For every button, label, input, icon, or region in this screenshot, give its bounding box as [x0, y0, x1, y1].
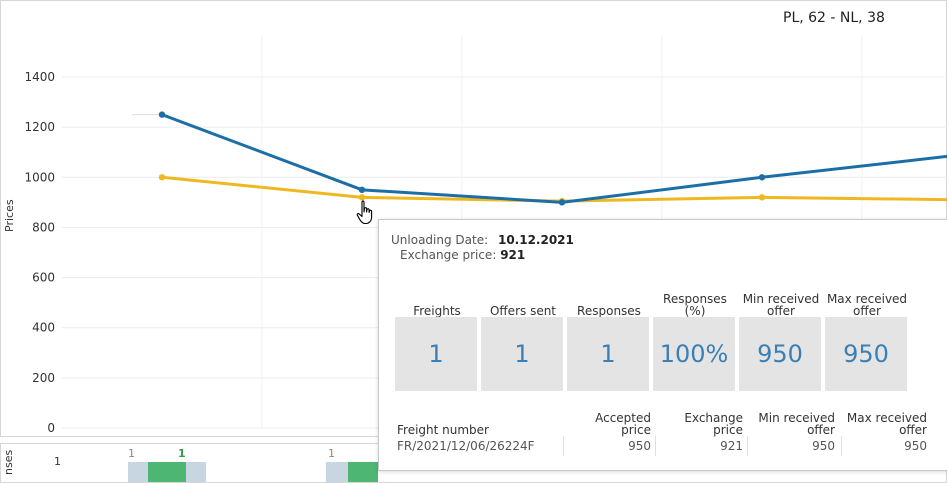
stat-head-responses-pct: Responses (%)	[663, 292, 727, 318]
y-tick-label: 1000	[24, 170, 55, 184]
stat-head-freights: Freights	[413, 304, 461, 318]
route-label: PL, 62 - NL, 38	[783, 10, 885, 26]
data-point[interactable]	[158, 111, 166, 118]
exchange-price-cell: 921	[720, 439, 743, 453]
y-tick-label: 0	[47, 421, 55, 435]
point-tooltip: Unloading Date: 10.12.2021 Exchange pric…	[378, 219, 947, 471]
unloading-date-row: Unloading Date: 10.12.2021	[391, 233, 574, 247]
data-point[interactable]	[358, 186, 366, 194]
stat-head-max-offer: Max received offer	[826, 292, 908, 318]
y-tick-label: 600	[32, 271, 55, 285]
unloading-date-label: Unloading Date:	[391, 233, 489, 247]
data-point[interactable]	[558, 199, 566, 206]
column-divider	[747, 436, 748, 456]
series-line	[161, 175, 947, 203]
stat-freights: 1	[395, 317, 477, 391]
stat-head-responses: Responses	[577, 304, 641, 318]
col-accepted-price: Accepted price	[595, 411, 651, 437]
y-tick-label: 200	[32, 371, 55, 385]
min-offer-cell: 950	[812, 439, 835, 453]
exchange-price-row: Exchange price: 921	[400, 248, 525, 262]
data-point[interactable]	[758, 174, 766, 181]
data-point[interactable]	[358, 194, 366, 201]
max-offer-cell: 950	[904, 439, 927, 453]
col-max-offer: Max received offer	[846, 411, 927, 437]
stat-responses-pct: 100%	[653, 317, 735, 391]
y-tick-label: 1200	[24, 120, 55, 134]
bar-green[interactable]	[348, 462, 378, 482]
data-point[interactable]	[158, 174, 166, 181]
exchange-price-value: 921	[500, 248, 526, 262]
col-min-offer: Min received offer	[758, 411, 835, 437]
stat-responses: 1	[567, 317, 649, 391]
hand-cursor-icon	[356, 200, 373, 225]
accepted-price-cell: 950	[628, 439, 651, 453]
stat-head-min-offer: Min received offer	[742, 292, 820, 318]
bar-label: 1	[328, 447, 335, 460]
bar-green[interactable]	[148, 462, 186, 482]
column-divider	[655, 436, 656, 456]
y-tick-label: 800	[32, 220, 55, 234]
stat-offers-sent: 1	[481, 317, 563, 391]
col-freight-number: Freight number	[397, 423, 489, 437]
unloading-date-value: 10.12.2021	[497, 233, 574, 247]
y-tick-label: 400	[32, 321, 55, 335]
exchange-price-label: Exchange price:	[400, 248, 497, 262]
responses-y-tick: 1	[54, 455, 61, 468]
stat-min-offer: 950	[739, 317, 821, 391]
column-divider	[563, 436, 564, 456]
column-divider	[841, 436, 842, 456]
col-exchange-price: Exchange price	[684, 411, 743, 437]
bar-label: 1	[178, 447, 186, 460]
stat-head-offers-sent: Offers sent	[489, 304, 557, 318]
bar-label: 1	[128, 447, 135, 460]
freight-number-cell[interactable]: FR/2021/12/06/26224F	[397, 439, 535, 453]
data-point[interactable]	[758, 194, 766, 201]
y-tick-label: 1400	[24, 70, 55, 84]
responses-axis-title: nses	[2, 449, 15, 475]
stat-max-offer: 950	[825, 317, 907, 391]
